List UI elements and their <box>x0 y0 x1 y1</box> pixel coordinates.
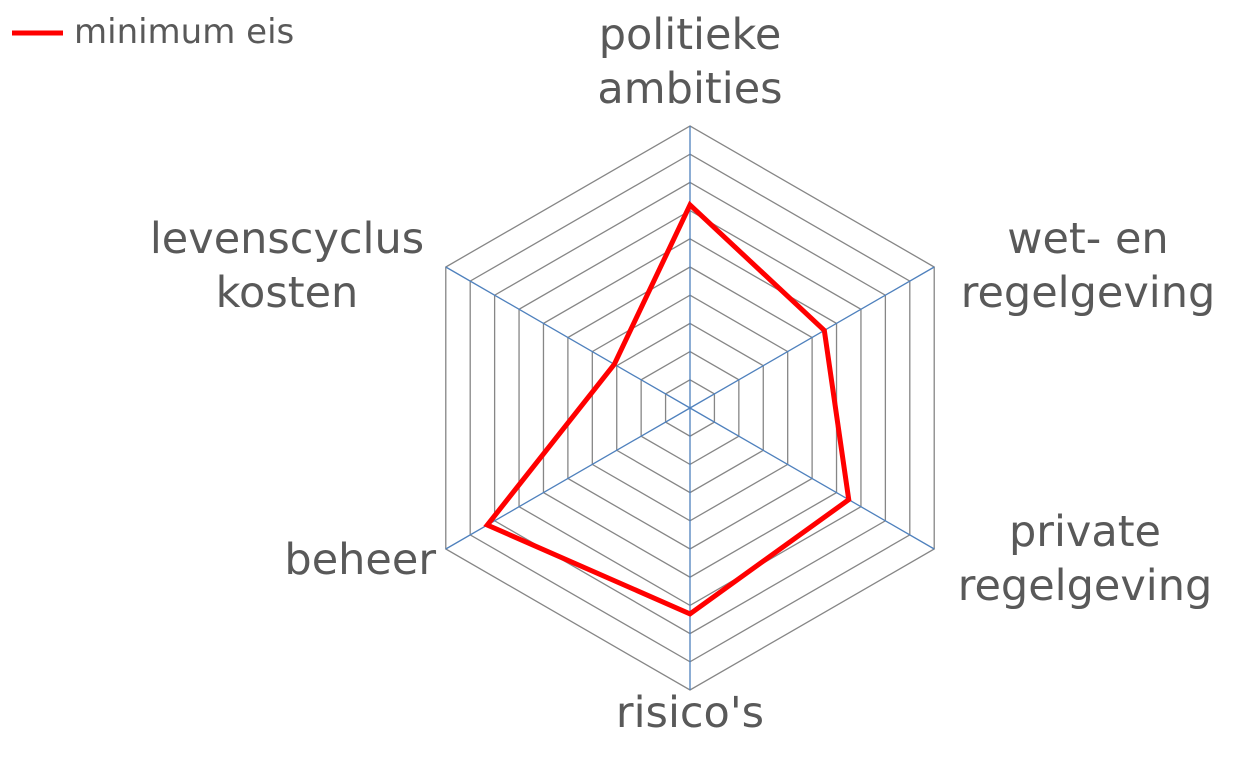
category-label: beheer <box>284 535 436 585</box>
axis-spoke <box>689 407 935 550</box>
category-label: private regelgeving <box>957 507 1213 611</box>
category-label: risico's <box>615 688 765 738</box>
axis-spoke <box>689 266 935 409</box>
legend-label: minimum eis <box>74 12 295 52</box>
category-label: wet- en regelgeving <box>960 214 1216 318</box>
series-line <box>483 200 852 617</box>
axis-spoke <box>445 266 691 409</box>
category-label: politieke ambities <box>597 10 783 114</box>
category-label: levenscyclus kosten <box>149 214 425 318</box>
